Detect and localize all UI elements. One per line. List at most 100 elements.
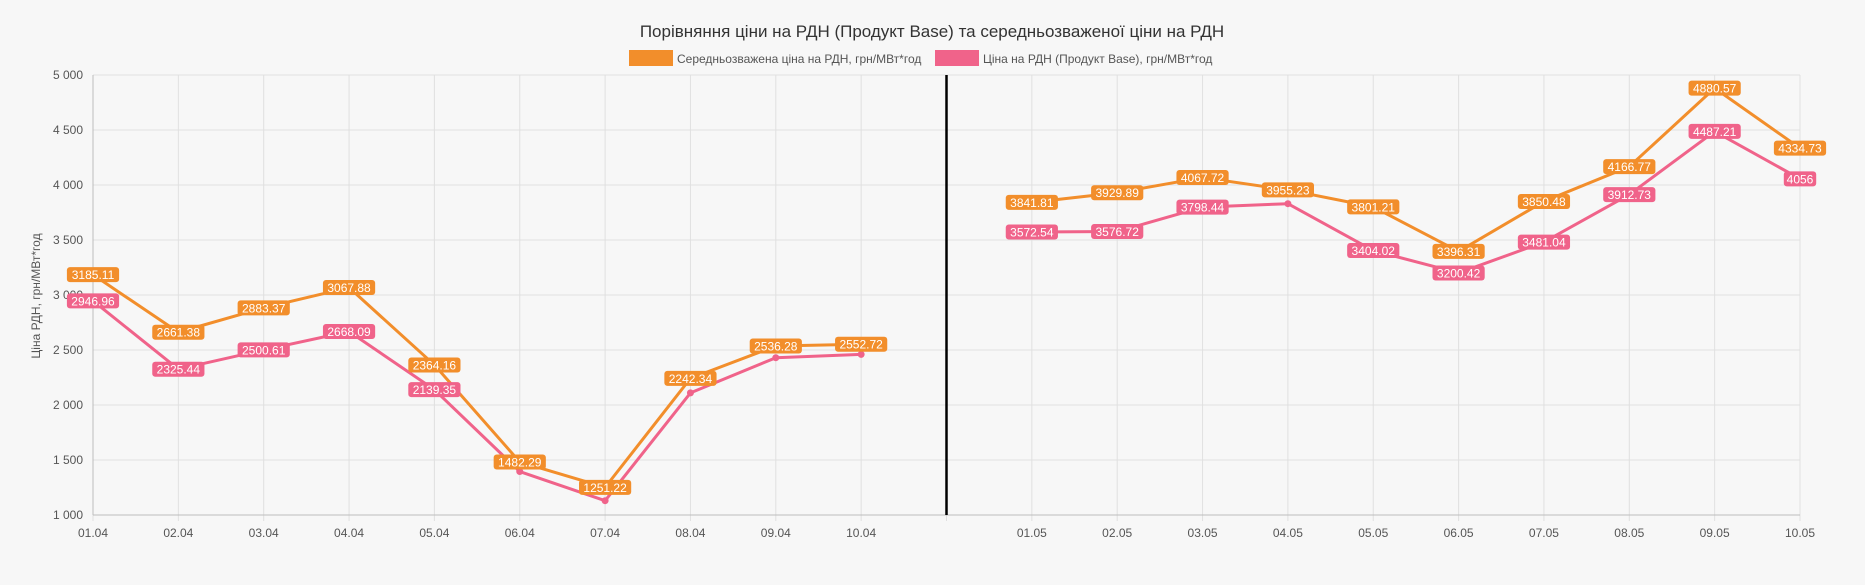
series-1-data-label: 4067.72 xyxy=(1181,171,1225,185)
x-tick-label: 02.04 xyxy=(163,526,193,540)
series-2-data-label: 2668.09 xyxy=(327,325,371,339)
series-1-data-label-bg xyxy=(835,336,888,352)
x-tick-label: 10.05 xyxy=(1785,526,1815,540)
series-1-data-label-bg xyxy=(1517,193,1571,209)
series-2-data-label-bg xyxy=(1347,243,1400,259)
series-2-point xyxy=(857,350,865,358)
legend-swatch-weighted xyxy=(629,50,673,66)
series-2-point xyxy=(772,354,780,362)
series-2-data-label: 2139.35 xyxy=(413,383,457,397)
x-tick-label: 07.05 xyxy=(1529,526,1559,540)
series-1-data-label-bg xyxy=(493,454,546,470)
series-2-point xyxy=(516,468,524,476)
series-1-data-label: 4334.73 xyxy=(1778,142,1822,156)
series-1-data-label: 3396.31 xyxy=(1437,245,1481,259)
series-1-data-label-bg xyxy=(237,300,290,316)
x-tick-label: 03.04 xyxy=(249,526,279,540)
data-labels: 3185.11 2661.38 2883.37 3067.88 2364.16 1482.… xyxy=(66,80,1827,495)
series-2-data-label: 4487.21 xyxy=(1693,125,1737,139)
legend[interactable]: Середньозважена ціна на РДН, грн/МВт*год… xyxy=(629,50,1212,66)
series-1-data-label-bg xyxy=(1005,194,1058,210)
series-1-data-label-bg xyxy=(152,324,205,340)
x-tick-label: 04.04 xyxy=(334,526,364,540)
series-lines xyxy=(92,86,1801,503)
series-1-data-label-bg xyxy=(1603,159,1656,175)
series-1-data-label: 3801.21 xyxy=(1352,200,1396,214)
series-1-data-label: 3929.89 xyxy=(1096,186,1140,200)
y-tick-label: 1 500 xyxy=(53,453,83,467)
series-2-data-label-bg xyxy=(152,361,205,377)
x-tick-label: 06.04 xyxy=(505,526,535,540)
series-1-data-label-bg xyxy=(664,370,717,386)
series-1-data-label: 3067.88 xyxy=(327,281,371,295)
x-axis-ticks: 01.04 02.04 03.04 04.04 05.04 06.04 07.04 08.04… xyxy=(78,526,1815,540)
series-2-data-label: 3798.44 xyxy=(1181,201,1225,215)
series-1-data-label: 3841.81 xyxy=(1010,196,1054,210)
x-tick-label: 09.04 xyxy=(761,526,791,540)
series-1-data-label-bg xyxy=(1688,80,1741,96)
series-2-data-label: 3576.72 xyxy=(1096,225,1140,239)
series-1-data-label-bg xyxy=(1347,199,1400,215)
x-tick-label: 02.05 xyxy=(1102,526,1132,540)
series-1-data-label: 4880.57 xyxy=(1693,82,1737,96)
legend-label-base: Ціна на РДН (Продукт Base), грн/МВт*год xyxy=(983,52,1212,66)
series-1-data-label-bg xyxy=(1176,170,1229,186)
series-2-data-label-bg xyxy=(1005,224,1058,240)
series-1-data-label-bg xyxy=(322,280,376,296)
series-2-data-label: 3912.73 xyxy=(1608,188,1652,202)
series-2-data-label: 3200.42 xyxy=(1437,266,1481,280)
series-1-data-label: 3955.23 xyxy=(1266,183,1310,197)
series-1-data-label: 2536.28 xyxy=(754,340,798,354)
legend-label-weighted: Середньозважена ціна на РДН, грн/МВт*год xyxy=(677,52,921,66)
series-1-data-label-bg xyxy=(66,267,120,283)
series-1-data-label-bg xyxy=(579,479,632,495)
x-tick-label: 01.05 xyxy=(1017,526,1047,540)
series-1-data-label: 1482.29 xyxy=(498,455,542,469)
series-1-data-label: 4166.77 xyxy=(1608,160,1652,174)
series-1-data-label: 2661.38 xyxy=(157,326,201,340)
series-1-data-label: 2552.72 xyxy=(839,338,883,352)
series-1-data-label: 2242.34 xyxy=(669,372,713,386)
series-1-data-label-bg xyxy=(408,357,461,373)
series-2-data-label: 3481.04 xyxy=(1522,236,1566,250)
series-2-data-label-bg xyxy=(1603,187,1656,203)
series-2-point xyxy=(686,389,694,397)
series-1-data-label: 2364.16 xyxy=(413,358,457,372)
x-tick-label: 08.05 xyxy=(1614,526,1644,540)
series-2-data-label-bg xyxy=(1432,265,1485,281)
series-1-line xyxy=(1031,86,1801,253)
series-1-data-label-bg xyxy=(1773,140,1827,156)
series-1-data-label: 1251.22 xyxy=(583,481,627,495)
x-tick-label: 10.04 xyxy=(846,526,876,540)
x-tick-label: 08.04 xyxy=(675,526,705,540)
series-2-line xyxy=(1031,129,1801,275)
x-tick-label: 07.04 xyxy=(590,526,620,540)
y-tick-label: 2 000 xyxy=(53,398,83,412)
series-2-data-label: 3404.02 xyxy=(1352,244,1396,258)
series-2-data-label-bg xyxy=(1688,123,1741,139)
x-tick-label: 03.05 xyxy=(1188,526,1218,540)
series-2-point xyxy=(601,497,609,505)
x-tick-label: 05.05 xyxy=(1358,526,1388,540)
x-tick-label: 04.05 xyxy=(1273,526,1303,540)
series-1-data-label: 3850.48 xyxy=(1522,195,1566,209)
x-tick-label: 01.04 xyxy=(78,526,108,540)
series-2-data-label: 2946.96 xyxy=(71,294,115,308)
series-1-data-label-bg xyxy=(749,338,802,354)
series-2-data-label-bg xyxy=(1176,199,1229,215)
series-1-data-label-bg xyxy=(1091,185,1144,201)
series-2-data-label: 2325.44 xyxy=(157,363,201,377)
series-2-point xyxy=(1284,200,1292,208)
series-1-data-label: 2883.37 xyxy=(242,301,286,315)
series-2-data-label-bg xyxy=(66,293,120,309)
series-2-data-label: 3572.54 xyxy=(1010,226,1054,240)
series-2-data-label: 2500.61 xyxy=(242,343,286,357)
y-tick-label: 3 500 xyxy=(53,233,83,247)
series-2-data-label-bg xyxy=(408,382,461,398)
series-1-data-label-bg xyxy=(1432,243,1485,259)
series-1-data-label: 3185.11 xyxy=(72,268,115,282)
y-tick-label: 2 500 xyxy=(53,343,83,357)
y-axis-label: Ціна РДН, грн/МВт*год xyxy=(29,233,43,358)
series-1-data-label-bg xyxy=(1261,182,1314,198)
